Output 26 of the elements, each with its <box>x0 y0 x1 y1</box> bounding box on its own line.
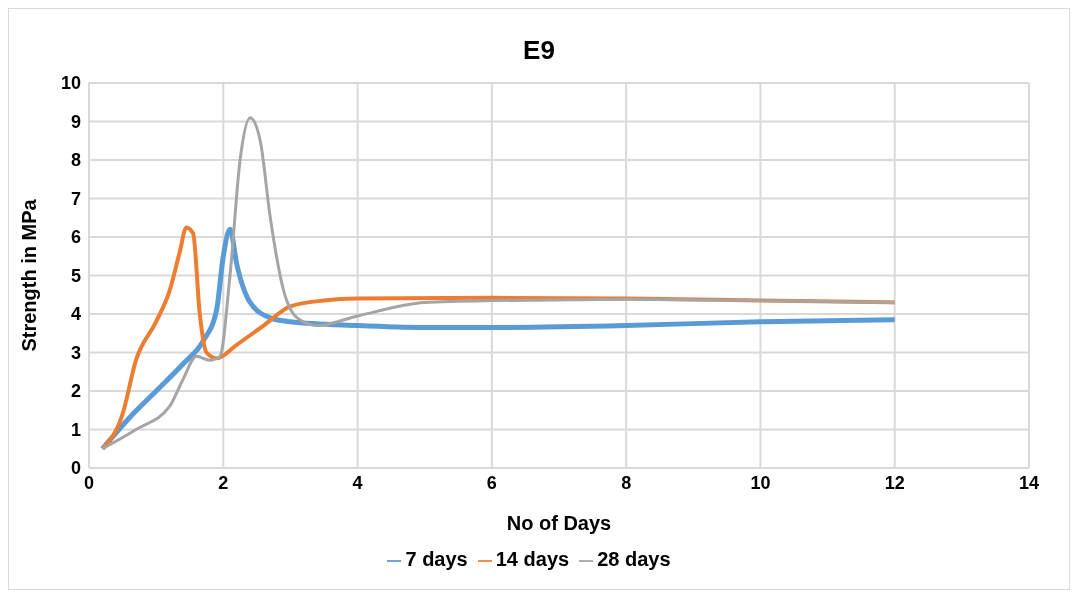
legend-label: 7 days <box>405 548 468 570</box>
y-tick-label: 7 <box>70 188 81 209</box>
x-tick-label: 0 <box>83 472 95 493</box>
y-tick-label: 5 <box>70 265 81 286</box>
y-axis-title: Strength in MPa <box>18 198 41 352</box>
y-tick-label: 1 <box>70 419 81 440</box>
y-tick-label: 4 <box>70 304 81 325</box>
chart-title: E9 <box>522 34 556 67</box>
x-tick-label: 2 <box>218 472 229 493</box>
x-tick-label: 14 <box>1018 472 1040 493</box>
y-tick-label: 3 <box>70 342 81 363</box>
y-tick-label: 6 <box>70 227 81 248</box>
y-tick-label: 2 <box>70 381 81 402</box>
x-axis-title: No of Days <box>506 512 612 534</box>
y-tick-label: 9 <box>70 111 81 132</box>
x-tick-label: 8 <box>621 472 632 493</box>
x-tick-label: 6 <box>486 472 497 493</box>
legend-label: 14 days <box>495 548 570 570</box>
legend-label: 28 days <box>597 548 671 570</box>
line-series <box>100 116 897 451</box>
y-tick-label: 10 <box>60 73 81 94</box>
x-tick-label: 12 <box>884 472 905 493</box>
y-tick-label: 0 <box>70 458 81 479</box>
x-tick-label: 10 <box>750 472 771 493</box>
x-tick-label: 4 <box>352 472 363 493</box>
y-tick-label: 8 <box>70 150 81 171</box>
